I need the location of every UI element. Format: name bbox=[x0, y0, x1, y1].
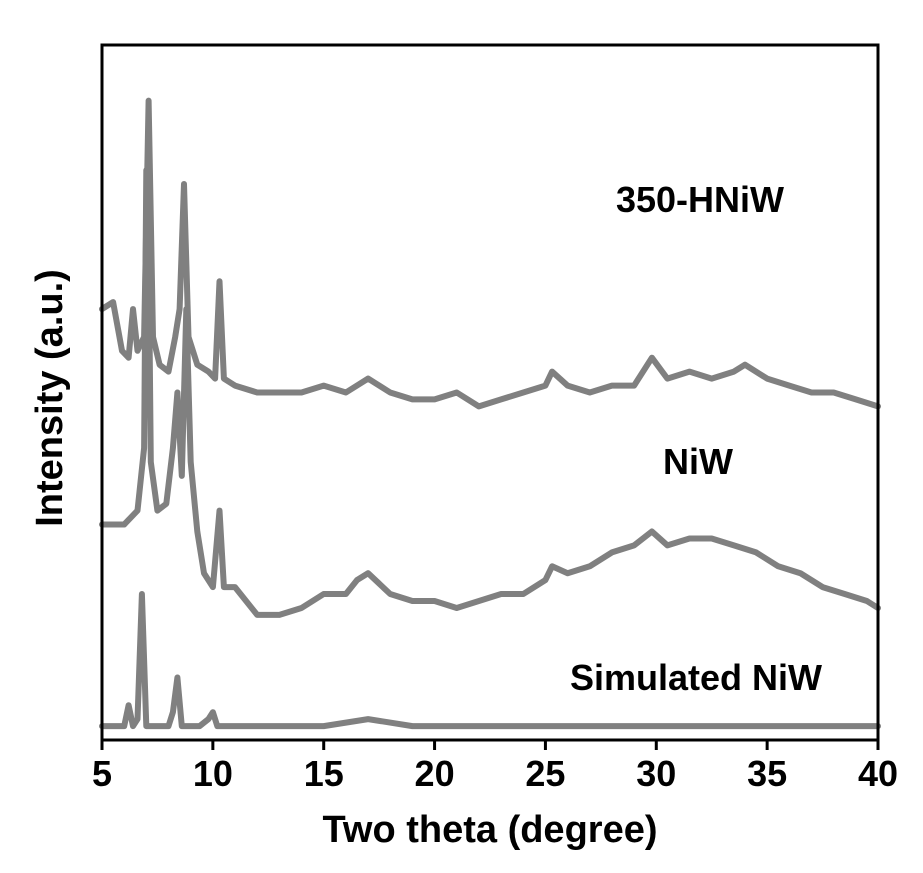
series-label-simulated-niw: Simulated NiW bbox=[570, 657, 822, 698]
x-tick-labels: 5 10 15 20 25 30 35 40 bbox=[92, 753, 898, 794]
x-tick-label-25: 25 bbox=[525, 753, 565, 794]
x-tick-label-20: 20 bbox=[415, 753, 455, 794]
x-tick-label-10: 10 bbox=[193, 753, 233, 794]
x-tick-label-30: 30 bbox=[636, 753, 676, 794]
x-ticks bbox=[100, 740, 880, 750]
series-line-350-hniw bbox=[99, 97, 881, 410]
x-tick-label-40: 40 bbox=[858, 753, 898, 794]
series-label-niw: NiW bbox=[663, 441, 733, 482]
series-label-350-hniw: 350-HNiW bbox=[616, 179, 784, 220]
y-axis-title: Intensity (a.u.) bbox=[29, 269, 71, 527]
x-tick-label-15: 15 bbox=[304, 753, 344, 794]
x-tick-label-5: 5 bbox=[92, 753, 112, 794]
series-line-simulated-niw bbox=[99, 591, 881, 730]
series-labels: 350-HNiW NiW Simulated NiW bbox=[570, 179, 822, 698]
x-tick-label-35: 35 bbox=[747, 753, 787, 794]
series-layer bbox=[99, 97, 881, 730]
plot-frame bbox=[100, 43, 880, 742]
x-axis-title: Two theta (degree) bbox=[323, 809, 658, 851]
series-line-niw bbox=[99, 167, 881, 618]
